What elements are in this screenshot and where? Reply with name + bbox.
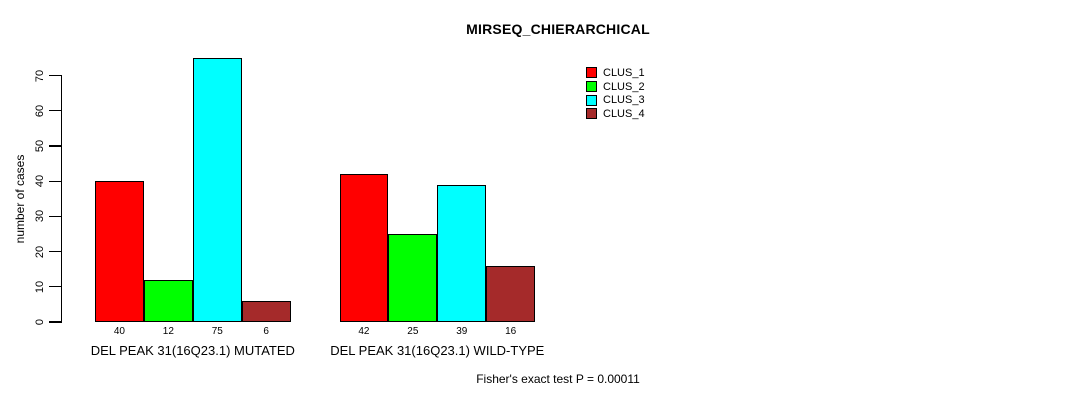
y-tick-mark bbox=[49, 145, 61, 147]
y-tick-mark bbox=[49, 110, 61, 112]
legend-swatch bbox=[586, 108, 597, 120]
y-tick-label: 50 bbox=[34, 139, 46, 153]
legend-label: CLUS_1 bbox=[603, 66, 645, 79]
legend-item: CLUS_2 bbox=[586, 80, 645, 94]
y-axis-label: number of cases bbox=[13, 154, 27, 244]
bar-clus_2-group2 bbox=[388, 234, 438, 322]
bar-clus_3-group1 bbox=[192, 58, 242, 322]
y-tick-mark bbox=[49, 321, 61, 323]
y-tick-label: 20 bbox=[34, 245, 46, 258]
legend-swatch bbox=[586, 67, 597, 79]
y-tick-mark bbox=[49, 215, 61, 218]
legend: CLUS_1 CLUS_2 CLUS_3 CLUS_4 bbox=[586, 66, 645, 121]
bar-clus_3-group2 bbox=[437, 184, 487, 322]
legend-swatch bbox=[586, 94, 597, 106]
legend-label: CLUS_4 bbox=[603, 107, 645, 120]
bar-value-label: 75 bbox=[211, 326, 223, 337]
legend-item: CLUS_4 bbox=[586, 107, 645, 121]
legend-item: CLUS_3 bbox=[586, 93, 645, 107]
y-tick-label: 0 bbox=[34, 318, 46, 326]
group-label: DEL PEAK 31(16Q23.1) MUTATED bbox=[90, 343, 295, 358]
bar-clus_1-group1 bbox=[95, 181, 144, 322]
legend-item: CLUS_1 bbox=[586, 66, 645, 80]
bar-value-label: 42 bbox=[358, 326, 370, 337]
bar-value-label: 16 bbox=[505, 326, 517, 337]
y-tick-label: 70 bbox=[34, 69, 46, 82]
y-tick-label: 60 bbox=[34, 104, 46, 117]
y-axis-line bbox=[61, 75, 63, 323]
bar-value-label: 40 bbox=[113, 326, 125, 337]
bar-clus_2-group1 bbox=[143, 279, 193, 322]
bar-value-label: 39 bbox=[456, 326, 468, 337]
y-tick-label: 10 bbox=[34, 280, 46, 293]
bar-clus_4-group1 bbox=[241, 300, 291, 322]
group-label: DEL PEAK 31(16Q23.1) WILD-TYPE bbox=[330, 343, 545, 358]
y-tick-mark bbox=[49, 286, 61, 288]
y-tick-mark bbox=[49, 180, 61, 182]
legend-label: CLUS_2 bbox=[603, 80, 645, 93]
legend-label: CLUS_3 bbox=[603, 94, 645, 107]
bar-value-label: 12 bbox=[162, 326, 174, 337]
footer-annotation: Fisher's exact test P = 0.00011 bbox=[476, 372, 640, 386]
y-tick-label: 40 bbox=[34, 175, 46, 188]
y-tick-mark bbox=[49, 74, 61, 77]
legend-swatch bbox=[586, 81, 597, 93]
y-tick-label: 30 bbox=[34, 210, 46, 223]
chart-title: MIRSEQ_CHIERARCHICAL bbox=[466, 21, 650, 37]
y-tick-mark bbox=[49, 250, 61, 253]
bar-clus_4-group2 bbox=[486, 265, 536, 322]
bar-value-label: 25 bbox=[407, 326, 419, 337]
bar-clus_1-group2 bbox=[339, 174, 389, 322]
bar-value-label: 6 bbox=[263, 326, 269, 337]
